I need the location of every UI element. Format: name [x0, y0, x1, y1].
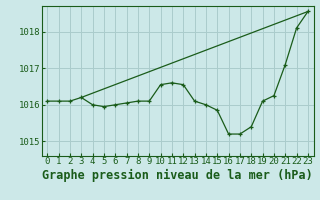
X-axis label: Graphe pression niveau de la mer (hPa): Graphe pression niveau de la mer (hPa): [42, 169, 313, 182]
